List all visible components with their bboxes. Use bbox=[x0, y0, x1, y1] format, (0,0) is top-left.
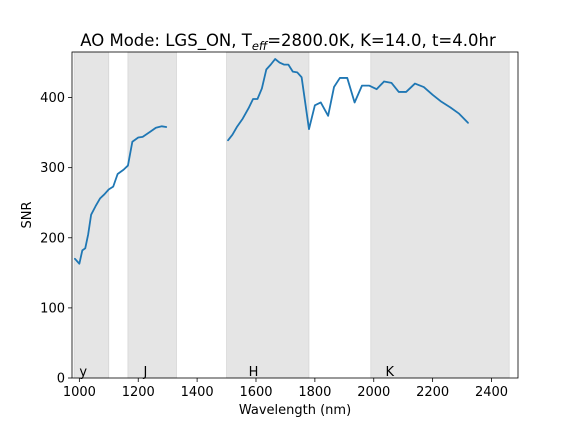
series-line-segment bbox=[74, 125, 168, 265]
plot-frame bbox=[71, 51, 519, 379]
x-tick-label: 1600 bbox=[239, 385, 272, 400]
x-tick-label: 1400 bbox=[181, 385, 214, 400]
y-tick-label: 400 bbox=[40, 91, 65, 106]
band-k-region bbox=[370, 51, 510, 379]
x-tick-label: 1000 bbox=[63, 385, 96, 400]
x-tick-label: 1800 bbox=[298, 385, 331, 400]
series-layer bbox=[74, 58, 469, 265]
x-axis-label: Wavelength (nm) bbox=[239, 403, 351, 418]
band-h-label: H bbox=[249, 365, 259, 380]
x-tick-label: 2400 bbox=[475, 385, 508, 400]
x-tick-label: 1200 bbox=[122, 385, 155, 400]
band-j-region bbox=[127, 51, 177, 379]
band-h-region bbox=[226, 51, 310, 379]
band-k-label: K bbox=[386, 365, 395, 380]
title-suffix: =2800.0K, K=14.0, t=4.0hr bbox=[267, 31, 496, 50]
x-tick-label: 2000 bbox=[357, 385, 390, 400]
x-axis-ticks: 1000 1200 1400 1600 1800 2000 2200 2400 bbox=[63, 378, 508, 400]
title-subscript: eff bbox=[252, 39, 269, 53]
y-tick-label: 0 bbox=[57, 372, 65, 387]
y-axis-ticks: 0 100 200 300 400 bbox=[40, 91, 72, 387]
chart-title: AO Mode: LGS_ON, Teff=2800.0K, K=14.0, t… bbox=[80, 31, 496, 53]
y-axis-label: SNR bbox=[20, 201, 35, 228]
band-regions bbox=[73, 51, 510, 379]
series-line-segment bbox=[227, 58, 469, 142]
band-j-label: J bbox=[143, 365, 148, 380]
y-tick-label: 300 bbox=[40, 161, 65, 176]
x-tick-label: 2200 bbox=[416, 385, 449, 400]
y-tick-label: 200 bbox=[40, 231, 65, 246]
band-y-label: y bbox=[79, 365, 87, 380]
y-tick-label: 100 bbox=[40, 301, 65, 316]
title-prefix: AO Mode: LGS_ON, T bbox=[80, 31, 253, 51]
